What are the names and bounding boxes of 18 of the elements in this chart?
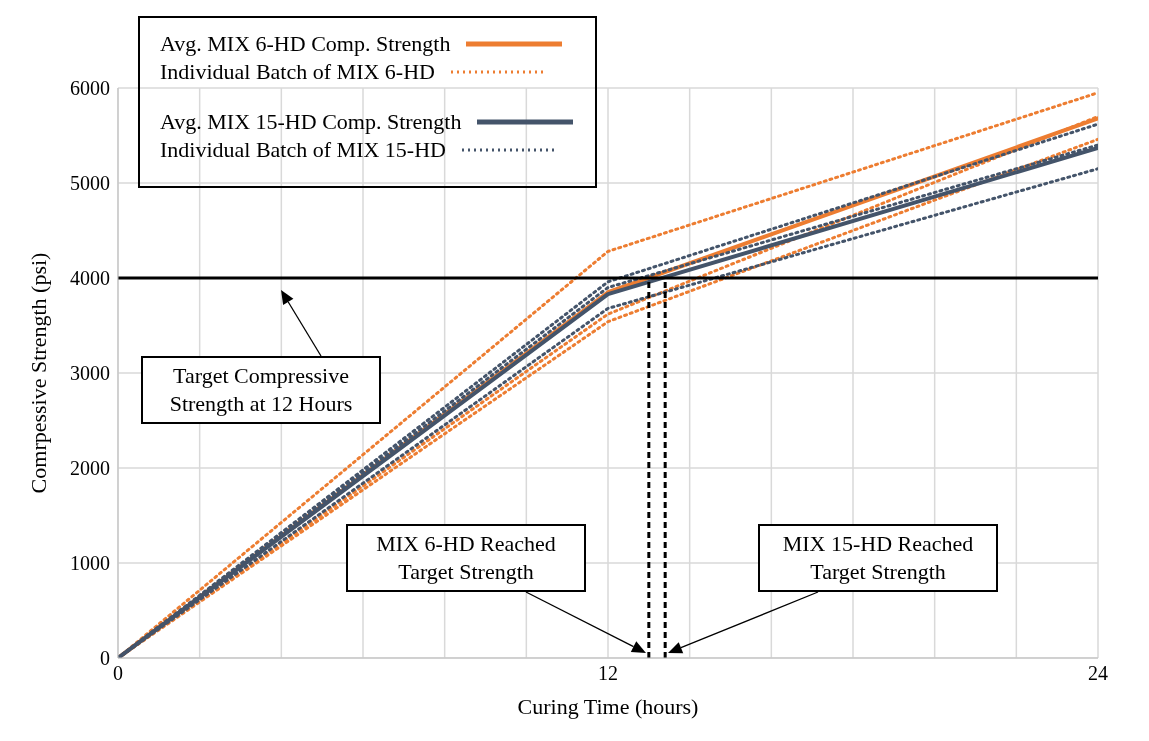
y-tick-label: 0 bbox=[100, 647, 110, 670]
y-tick-label: 1000 bbox=[70, 552, 110, 575]
legend-label: Individual Batch of MIX 15-HD bbox=[160, 136, 446, 164]
annotation: MIX 15-HD Reached Target Strength bbox=[781, 530, 975, 586]
legend-label: Avg. MIX 6-HD Comp. Strength bbox=[160, 30, 451, 58]
y-tick-label: 5000 bbox=[70, 172, 110, 195]
legend-label: Individual Batch of MIX 6-HD bbox=[160, 58, 435, 86]
y-tick-label: 2000 bbox=[70, 457, 110, 480]
legend-label: Avg. MIX 15-HD Comp. Strength bbox=[160, 108, 462, 136]
x-axis-title: Curing Time (hours) bbox=[517, 694, 699, 719]
y-axis-title: Comrpessive Strength (psi) bbox=[25, 252, 51, 494]
y-tick-label: 4000 bbox=[70, 267, 110, 290]
annotation: MIX 6-HD Reached Target Strength bbox=[375, 530, 557, 586]
x-tick-label: 24 bbox=[1088, 662, 1108, 685]
x-tick-label: 12 bbox=[598, 662, 618, 685]
y-tick-label: 6000 bbox=[70, 77, 110, 100]
annotation: Target Compressive Strength at 12 Hours bbox=[168, 362, 354, 418]
y-tick-label: 3000 bbox=[70, 362, 110, 385]
